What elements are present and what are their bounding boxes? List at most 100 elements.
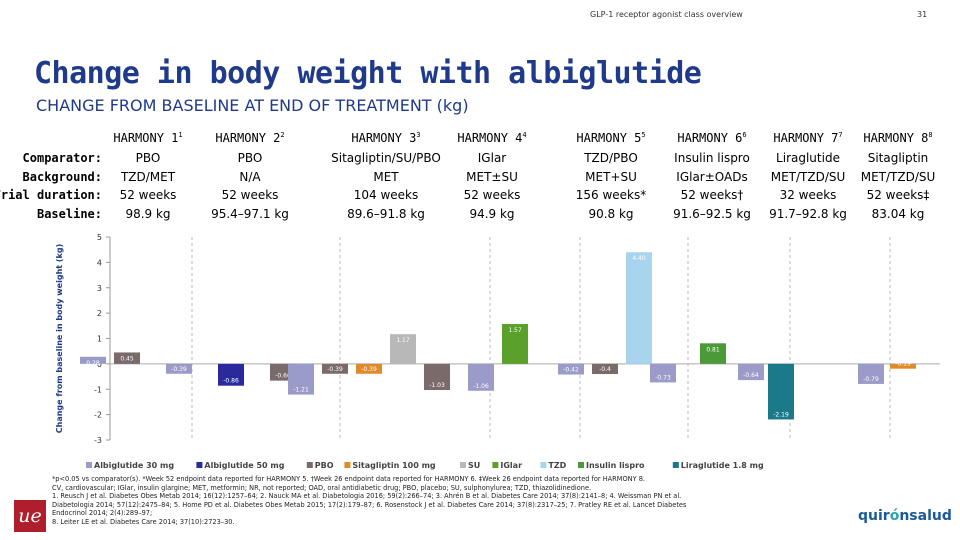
bar (80, 356, 106, 364)
trial-name: HARMONY 6 (677, 131, 743, 145)
logo-part-1: quir (858, 508, 890, 524)
footnote-line-4: Diabetologia 2014; 57(12):2475–84; 5. Ho… (52, 500, 687, 509)
trial-reference: 1 (178, 131, 183, 139)
bar (322, 363, 348, 374)
footnote-line-3: 1. Reusch J et al. Diabetes Obes Metab 2… (52, 492, 682, 501)
trial-4-baseline: 94.9 kg (469, 207, 515, 221)
legend-swatch (460, 462, 466, 468)
trial-7-comparator: Liraglutide (776, 151, 840, 165)
trial-4-comparator: IGlar (477, 151, 507, 165)
trial-reference: 6 (742, 131, 747, 139)
header-note: GLP-1 receptor agonist class overview (590, 10, 743, 19)
trial-header-4: HARMONY 44 (457, 131, 526, 145)
bar-label: -0.39 (361, 366, 377, 373)
y-axis-label: Change from baseline in body weight (kg) (55, 244, 64, 433)
bar-label: 4.40 (632, 255, 646, 262)
trial-header-5: HARMONY 55 (576, 131, 645, 145)
bar (218, 363, 244, 386)
trial-8-background: MET/TZD/SU (860, 170, 936, 184)
bar-label: -1.03 (429, 382, 445, 389)
legend-swatch (578, 462, 584, 468)
trial-8-duration: 52 weeks‡ (866, 188, 930, 202)
bar-label: -0.86 (223, 378, 239, 385)
bar (700, 343, 726, 364)
y-tick-label: -3 (94, 436, 102, 445)
bar-label: -1.06 (473, 383, 489, 390)
footnote-line-2: CV, cardiovascular; IGlar, insulin glarg… (52, 483, 592, 492)
bar-label: -0.66 (275, 373, 291, 380)
trial-6-baseline: 91.6–92.5 kg (673, 207, 751, 221)
legend-label: SU (468, 461, 480, 470)
bar-label: -1.21 (293, 387, 309, 394)
footnote-line-6: 8. Leiter LE et al. Diabetes Care 2014; … (52, 517, 235, 526)
y-tick-label: -1 (94, 385, 102, 394)
trial-name: HARMONY 3 (351, 131, 417, 145)
y-tick-label: 3 (97, 284, 102, 293)
bar-label: -0.42 (563, 367, 579, 374)
bar (592, 363, 618, 375)
bar-label: -0.4 (599, 366, 611, 373)
trial-header-8: HARMONY 88 (863, 131, 932, 145)
bar-label: -2.19 (773, 411, 789, 418)
bar (768, 363, 794, 420)
logo-part-3: nsalud (899, 508, 952, 524)
footnote-line-1: *p<0.05 vs comparator(s). *Week 52 endpo… (52, 475, 645, 483)
trial-4-background: MET±SU (466, 170, 518, 184)
bar (626, 252, 652, 364)
page-number: 31 (917, 10, 928, 19)
trial-6-duration: 52 weeks† (680, 188, 744, 202)
trial-table: Comparator: Background: Trial duration: … (0, 0, 960, 230)
legend-swatch (492, 462, 499, 468)
trial-8-baseline: 83.04 kg (871, 207, 925, 221)
y-tick-label: 4 (97, 258, 102, 267)
bar-label: 0.45 (120, 355, 134, 362)
legend-swatch (86, 462, 92, 468)
legend-label: Albiglutide 30 mg (94, 461, 174, 470)
slide-subtitle: CHANGE FROM BASELINE AT END OF TREATMENT… (36, 96, 469, 115)
university-logo: ue (14, 500, 46, 532)
bar (166, 363, 192, 374)
trial-6-comparator: Insulin lispro (674, 151, 750, 165)
bar-label: -0.73 (655, 374, 671, 381)
legend-label: TZD (548, 461, 566, 470)
slide-title: Change in body weight with albiglutide (34, 56, 702, 91)
legend-label: Liraglutide 1.8 mg (681, 461, 764, 470)
bar-label: -0.19 (895, 361, 911, 368)
legend-label: Albiglutide 50 mg (204, 461, 284, 470)
bar (114, 352, 140, 364)
bar (356, 363, 382, 374)
trial-3-duration: 104 weeks (353, 188, 419, 202)
trial-5-baseline: 90.8 kg (588, 207, 634, 221)
trial-name: HARMONY 1 (113, 131, 179, 145)
trial-6-background: IGlar±OADs (676, 170, 748, 184)
logo-part-2: ó (889, 508, 900, 524)
trial-header-3: HARMONY 33 (351, 131, 420, 145)
body-weight-chart: -3 -2 -1 0 1 2 3 4 5 Change from baseline in body… (55, 233, 940, 470)
bar-label: -0.39 (171, 366, 187, 373)
trial-name: HARMONY 7 (773, 131, 839, 145)
bar (288, 363, 314, 395)
row-label-background: Background: (22, 170, 102, 184)
trial-reference: 8 (928, 131, 933, 139)
footnote-line-5: Endocrinol 2014; 2(4):289–97; (52, 509, 153, 518)
legend-swatch (672, 462, 679, 468)
trial-4-duration: 52 weeks (463, 188, 521, 202)
trial-1-duration: 52 weeks (119, 188, 177, 202)
trial-2-duration: 52 weeks (221, 188, 279, 202)
bar (558, 363, 584, 375)
bar-label: 0.28 (86, 360, 100, 367)
trial-2-background: N/A (239, 170, 261, 184)
trial-header-7: HARMONY 77 (773, 131, 842, 145)
legend-label: IGlar (500, 461, 522, 470)
bar (502, 324, 528, 364)
trial-7-baseline: 91.7–92.8 kg (769, 207, 847, 221)
bar (890, 363, 916, 369)
trial-7-background: MET/TZD/SU (770, 170, 846, 184)
bar-label: 1.57 (508, 327, 522, 334)
y-tick-label: 1 (97, 335, 102, 344)
trial-reference: 3 (416, 131, 421, 139)
y-tick-label: 2 (97, 309, 102, 318)
trial-5-comparator: TZD/PBO (584, 151, 638, 165)
bar (424, 363, 450, 391)
trial-reference: 4 (522, 131, 527, 139)
